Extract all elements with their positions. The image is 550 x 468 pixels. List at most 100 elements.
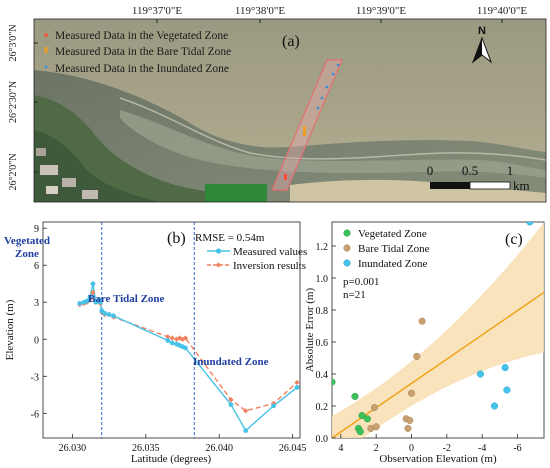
zone-label-inundated: Inundated Zone [193,356,269,368]
village-patch [82,190,98,199]
vegetated-point [356,428,364,436]
series-group [77,281,300,433]
error-scatter-chart: 4 2 0 -2 -4 -6 0.0 0.2 0.4 0.6 0.8 1.0 1.2 (c) Veget… [304,221,545,465]
stat-p: p=0.001 [343,276,379,288]
measured-point [84,298,90,304]
green-field [205,184,267,202]
bare-point [370,404,378,412]
scatter-points [332,222,534,436]
legend-marker-inversion [215,262,222,268]
map-panel: 119°37'0"E 119°38'0"E 119°39'0"E 119°40'… [8,5,547,203]
inversion-point [243,408,249,414]
lon-ticks: 119°37'0"E 119°38'0"E 119°39'0"E 119°40'… [132,5,527,23]
village-patch [40,165,58,175]
inversion-point [165,334,171,340]
y-tick-label: 0.6 [316,338,329,349]
legend-label-inversion: Inversion results [233,260,306,272]
vegetated-point [351,392,359,400]
axes: 4 2 0 -2 -4 -6 0.0 0.2 0.4 0.6 0.8 1.0 1.2 [316,242,522,454]
legend-marker-bare [343,244,351,252]
legend-marker-inundated [343,259,351,267]
inundated-point [490,402,499,410]
x-tick-label: -6 [513,443,521,454]
y-tick-label: -6 [31,409,39,420]
legend: Vegetated Zone Bare Tidal Zone Inundated… [343,228,430,301]
measured-point [294,384,300,390]
legend-label: Bare Tidal Zone [358,243,430,255]
inversion-point [182,335,189,341]
zone-label-vegetated-2: Zone [15,248,39,260]
inundated-point [476,370,484,378]
y-tick-label: 0.0 [316,434,329,445]
vegetated-point [284,174,287,180]
confidence-band [332,222,544,438]
bare-point [372,423,380,431]
bare-point [404,424,412,432]
beach [290,179,546,202]
ci-band [332,222,544,438]
village-patch [62,178,76,187]
elevation-profile-chart: 26.030 26.035 26.040 26.045 9 6 3 0 -3 -6 (b) RMS… [4,221,307,465]
zone-label-bare: Bare Tidal Zone [88,293,165,305]
lon-label: 119°39'0"E [356,5,406,17]
zone-label-vegetated: Vegetated [4,235,50,247]
map-frame [33,18,547,203]
x-axis-label: Latitude (degrees) [131,453,212,465]
y-tick-label: 3 [34,298,39,309]
vegetated-point [363,415,371,423]
measured-point [183,345,188,351]
legend-marker-vegetated [44,33,48,37]
series-line-inversion [79,290,298,412]
x-tick-label: 0 [409,443,414,454]
x-tick-label: 26.035 [132,443,160,454]
x-tick-label: 2 [374,443,379,454]
legend-label-measured: Measured values [233,246,307,258]
legend-marker-bare [44,47,48,53]
y-tick-label: 0.4 [316,370,329,381]
bare-point [418,317,426,325]
scale-tick: 1 [507,163,514,178]
measured-point [228,402,234,408]
measured-point [111,313,116,319]
y-axis-label: Elevation (m) [4,299,16,360]
shoreline [119,97,546,161]
legend-label: Measured Data in the Vegetated Zone [55,30,228,42]
legend: Measured values Inversion results [207,246,307,272]
transect-points [284,63,340,180]
lon-label: 119°37'0"E [132,5,182,17]
lat-label: 26°3'0"N [8,24,19,61]
inversion-point [294,379,300,386]
x-tick-label: -4 [478,443,486,454]
measured-point [77,301,83,306]
inversion-point [176,335,183,341]
x-tick-label: 26.040 [205,443,233,454]
legend-label: Measured Data in the Bare Tidal Zone [55,46,231,58]
bare-point [407,389,416,397]
inundated-point [336,63,340,67]
y-tick-label: -3 [31,372,39,383]
bare-point [413,352,421,360]
x-tick-label: 26.030 [59,443,87,454]
inundated-point [331,72,335,76]
inundated-point [320,96,324,100]
legend-label: Measured Data in the Inundated Zone [55,63,229,75]
legend-marker-measured [215,248,222,254]
y-axis-label: Absolute Error (m) [304,288,316,373]
panel-label-b: (b) [167,230,186,247]
inversion-point [169,335,175,341]
inundated-point [325,85,329,89]
y-tick-label: 0.2 [316,402,329,413]
x-tick-label: 26.045 [279,443,307,454]
measured-point [243,428,249,433]
panel-label-c: (c) [505,231,523,248]
vegetated-point [332,378,336,386]
y-tick-label: 9 [34,224,39,235]
x-tick-label: 4 [338,443,343,454]
scale-tick: 0 [427,163,434,178]
bare-point [303,126,306,136]
scale-bar: 0 0.5 1 km [427,163,530,193]
village-patch [36,148,46,156]
flat-band [120,110,546,178]
bare-point [406,416,414,424]
x-axis-label: Observation Elevation (m) [379,453,497,465]
